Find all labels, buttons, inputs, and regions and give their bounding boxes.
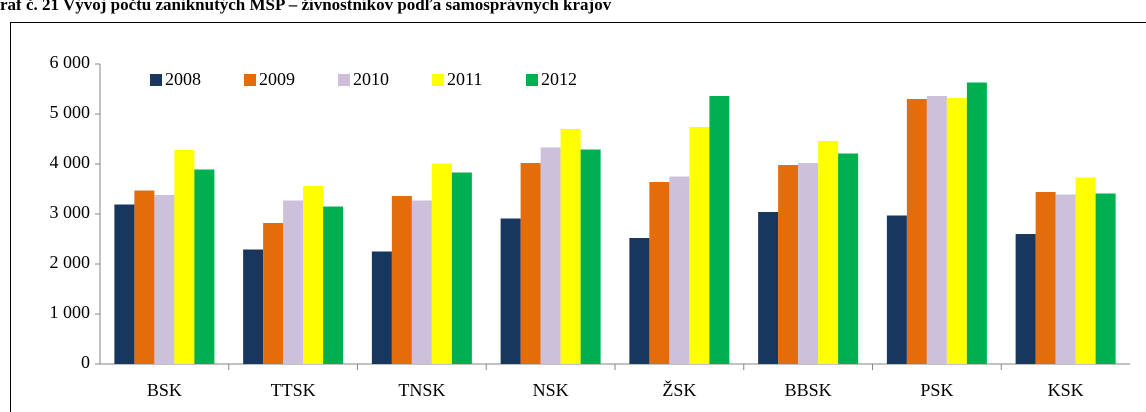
bar: [1015, 234, 1036, 364]
bar: [926, 96, 947, 364]
bar: [838, 153, 859, 364]
x-tick-label: TTSK: [271, 380, 316, 400]
legend-swatch: [432, 74, 444, 86]
y-tick-label: 3 000: [50, 202, 91, 222]
bar: [154, 195, 175, 364]
bar: [243, 249, 264, 364]
y-tick-label: 1 000: [50, 302, 91, 322]
bar: [886, 215, 907, 364]
legend-label: 2008: [165, 69, 201, 89]
bar: [946, 98, 967, 364]
bar: [134, 190, 155, 364]
legend-swatch: [526, 74, 538, 86]
x-tick-label: ŽSK: [662, 379, 696, 400]
bar: [391, 196, 412, 364]
bar: [431, 163, 452, 364]
bar: [371, 251, 392, 364]
bar: [966, 82, 987, 364]
legend-label: 2012: [541, 69, 577, 89]
x-tick-label: BBSK: [785, 380, 832, 400]
x-tick-label: PSK: [920, 380, 953, 400]
bar: [709, 96, 730, 364]
bar: [689, 127, 710, 364]
legend-label: 2011: [447, 69, 482, 89]
bar: [174, 150, 195, 364]
bar: [778, 165, 799, 364]
x-tick-label: BSK: [147, 380, 182, 400]
bar: [114, 204, 135, 364]
y-tick-label: 6 000: [50, 52, 91, 72]
legend-swatch: [338, 74, 350, 86]
chart-border: [10, 22, 1146, 412]
x-tick-label: NSK: [533, 380, 569, 400]
bar: [580, 149, 601, 364]
chart-title: raf č. 21 Vývoj počtu zaniknutých MSP – …: [0, 0, 612, 14]
legend-swatch: [244, 74, 256, 86]
bar: [451, 172, 472, 364]
bar: [629, 238, 650, 364]
bar: [263, 223, 284, 364]
bar: [303, 186, 324, 364]
bar: [1075, 177, 1096, 364]
bar: [500, 218, 521, 364]
y-tick-label: 0: [81, 352, 90, 372]
legend-swatch: [150, 74, 162, 86]
legend-label: 2009: [259, 69, 295, 89]
bar: [540, 147, 561, 364]
y-tick-label: 4 000: [50, 152, 91, 172]
y-tick-label: 5 000: [50, 102, 91, 122]
bar: [906, 99, 927, 364]
bar: [411, 200, 432, 364]
bar: [669, 176, 690, 364]
bar: [649, 182, 670, 364]
bar: [520, 163, 541, 364]
bar: [798, 163, 819, 364]
bar: [194, 169, 215, 364]
bar: [758, 212, 779, 364]
y-tick-label: 2 000: [50, 252, 91, 272]
bar: [323, 206, 344, 364]
bar: [1095, 193, 1116, 364]
bar: [818, 141, 839, 364]
x-tick-label: KSK: [1048, 380, 1084, 400]
bar: [560, 129, 581, 364]
bar: [1035, 192, 1056, 364]
bar: [1055, 194, 1076, 364]
x-tick-label: TNSK: [398, 380, 445, 400]
bar: [283, 200, 304, 364]
legend-label: 2010: [353, 69, 389, 89]
